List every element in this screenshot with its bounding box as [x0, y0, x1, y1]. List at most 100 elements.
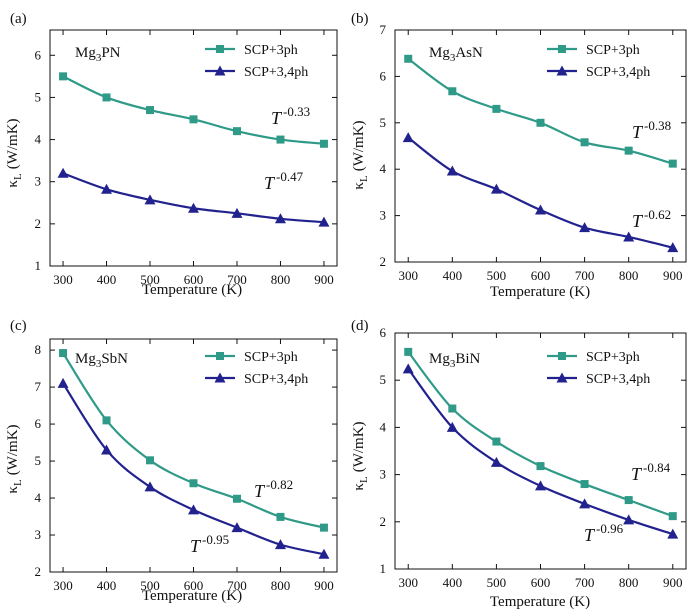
- legend-marker-scp-34ph: [214, 372, 226, 383]
- data-point-scp-3ph: [404, 347, 413, 356]
- x-tick-label: 400: [443, 575, 463, 590]
- x-tick-label: 500: [140, 578, 160, 593]
- y-axis-label-unit: (W/mK): [5, 118, 21, 169]
- annotation-exponent-3ph: -0.84: [643, 460, 671, 475]
- y-tick-label: 6: [35, 416, 42, 431]
- data-point-scp-34ph: [667, 528, 679, 539]
- data-point-scp-34ph: [402, 363, 414, 374]
- y-tick-label: 2: [380, 514, 387, 529]
- x-tick-label: 300: [398, 575, 418, 590]
- y-axis-label-symbol: κ: [351, 483, 367, 491]
- annotation-scp-34ph: T -0.95: [190, 532, 229, 556]
- y-tick-label: 6: [380, 325, 387, 340]
- data-point-scp-34ph: [318, 216, 330, 227]
- data-point-scp-3ph: [232, 494, 241, 503]
- data-point-scp-3ph: [448, 87, 457, 96]
- compound-subscript: 3: [450, 358, 456, 370]
- data-point-scp-34ph: [188, 202, 199, 213]
- data-point-scp-3ph: [492, 104, 501, 113]
- x-tick-label: 700: [227, 272, 247, 287]
- x-tick-label: 800: [619, 268, 639, 283]
- legend-label-scp-3ph: SCP+3ph: [244, 350, 298, 365]
- annotation-exponent-34ph: -0.47: [276, 169, 304, 184]
- data-point-scp-3ph: [492, 437, 501, 446]
- legend-marker-scp-3ph: [216, 352, 224, 360]
- data-point-scp-34ph: [535, 204, 546, 215]
- y-axis-label-unit: (W/mK): [351, 421, 367, 472]
- panel-tag: (b): [351, 11, 369, 27]
- plot-frame: [394, 332, 687, 570]
- annotation-scp-34ph: T -0.47: [264, 169, 304, 193]
- compound-label: Mg3PN: [75, 45, 121, 64]
- annotation-scp-3ph: T -0.38: [632, 118, 671, 142]
- x-tick-label: 500: [487, 575, 507, 590]
- data-point-scp-34ph: [623, 231, 635, 242]
- data-point-scp-34ph: [274, 213, 286, 224]
- legend-label-scp-3ph: SCP+3ph: [586, 350, 640, 365]
- annotation-base-3ph: T: [254, 481, 266, 501]
- data-point-scp-3ph: [189, 479, 198, 488]
- y-tick-label: 1: [380, 561, 387, 576]
- x-tick-label: 400: [97, 578, 117, 593]
- data-point-scp-3ph: [276, 512, 285, 521]
- y-tick-label: 7: [380, 22, 387, 37]
- annotation-exponent-3ph: -0.82: [266, 477, 293, 492]
- x-tick-label: 800: [271, 272, 291, 287]
- data-point-scp-34ph: [274, 539, 286, 550]
- data-point-scp-34ph: [490, 183, 502, 194]
- data-point-scp-34ph: [144, 481, 156, 492]
- annotation-scp-34ph: T -0.62: [632, 207, 671, 231]
- y-axis-label-symbol: κ: [351, 182, 367, 190]
- data-point-scp-3ph: [276, 135, 285, 144]
- x-axis-label: Temperature (K): [142, 588, 242, 604]
- compound-label: Mg3SbN: [75, 351, 128, 370]
- legend-marker-scp-34ph: [214, 65, 226, 76]
- y-tick-label: 4: [380, 419, 387, 434]
- x-tick-label: 800: [271, 578, 291, 593]
- annotation-base-34ph: T: [264, 173, 276, 193]
- x-tick-label: 300: [53, 578, 73, 593]
- chart-panel-1: 300 400 500 600 700 800 900 1 2 3 4 5 6 SCP+3ph SCP+3,…: [5, 11, 338, 298]
- y-tick-label: 3: [380, 467, 387, 482]
- y-tick-label: 4: [380, 161, 387, 176]
- y-tick-label: 8: [35, 342, 42, 357]
- annotation-exponent-34ph: -0.96: [596, 521, 624, 536]
- compound-subscript: 3: [96, 52, 102, 64]
- data-point-scp-3ph: [189, 115, 198, 124]
- data-point-scp-34ph: [535, 480, 546, 491]
- x-tick-label: 600: [531, 575, 551, 590]
- x-tick-label: 500: [487, 268, 507, 283]
- annotation-base-3ph: T: [271, 108, 283, 128]
- data-point-scp-3ph: [624, 496, 633, 505]
- legend-label-scp-34ph: SCP+3,4ph: [244, 372, 308, 387]
- x-tick-label: 300: [398, 268, 418, 283]
- x-tick-label: 700: [227, 578, 247, 593]
- annotation-base-34ph: T: [584, 525, 596, 545]
- legend-marker-scp-3ph: [558, 352, 566, 360]
- y-axis-label-subscript: L: [358, 175, 370, 182]
- x-tick-label: 600: [184, 578, 204, 593]
- y-axis-label-symbol: κ: [5, 180, 21, 188]
- data-point-scp-3ph: [146, 456, 155, 465]
- y-tick-label: 7: [35, 379, 42, 394]
- data-point-scp-34ph: [57, 377, 69, 388]
- data-point-scp-34ph: [144, 194, 156, 205]
- panel-tag: (a): [10, 11, 27, 27]
- legend-label-scp-34ph: SCP+3,4ph: [586, 65, 650, 80]
- y-tick-label: 6: [35, 47, 42, 62]
- series-line-scp-34ph: [62, 382, 325, 556]
- y-tick-label: 1: [35, 258, 42, 273]
- data-point-scp-3ph: [668, 512, 677, 521]
- legend-label-scp-34ph: SCP+3,4ph: [586, 372, 650, 387]
- y-axis-label-subscript: L: [358, 476, 370, 483]
- compound-main: Mg: [75, 351, 96, 367]
- y-tick-label: 3: [35, 174, 42, 189]
- x-tick-label: 600: [184, 272, 204, 287]
- data-point-scp-3ph: [146, 106, 155, 115]
- y-tick-label: 5: [380, 115, 387, 130]
- y-tick-label: 5: [380, 372, 387, 387]
- compound-main: Mg: [429, 45, 450, 61]
- x-tick-label: 900: [314, 578, 334, 593]
- annotation-exponent-34ph: -0.62: [644, 207, 671, 222]
- y-axis-label: κL (W/mK): [5, 424, 24, 493]
